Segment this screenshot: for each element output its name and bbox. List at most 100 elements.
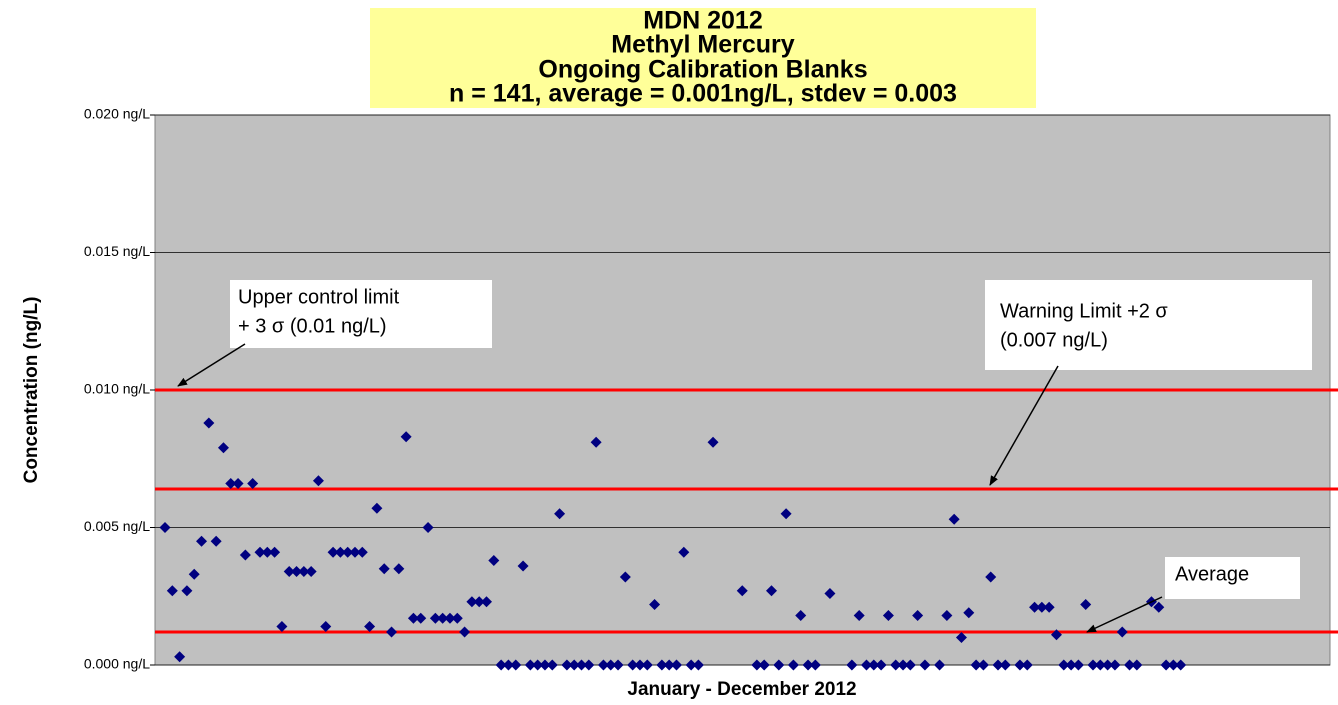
point — [166, 585, 178, 597]
point — [758, 659, 770, 671]
point — [554, 508, 566, 520]
point — [890, 659, 902, 671]
point — [225, 478, 237, 489]
point — [576, 659, 588, 671]
point — [312, 475, 324, 487]
point — [583, 659, 595, 671]
point — [619, 571, 631, 583]
point — [692, 659, 704, 671]
y-tick-label: 0.005 ng/L — [84, 518, 150, 534]
point — [539, 659, 551, 671]
point — [174, 651, 186, 663]
point — [291, 566, 303, 577]
point — [795, 610, 807, 621]
point — [671, 659, 682, 671]
point — [356, 546, 368, 558]
reference-lines — [155, 388, 1338, 634]
point — [707, 436, 719, 448]
point — [378, 563, 390, 575]
point — [853, 610, 865, 621]
point — [882, 610, 894, 621]
y-tick-label: 0.010 ng/L — [84, 381, 150, 397]
point — [517, 560, 529, 572]
point — [217, 442, 229, 454]
point — [364, 621, 376, 632]
point — [663, 659, 675, 671]
point — [459, 626, 471, 638]
point — [809, 659, 821, 671]
point — [386, 626, 398, 638]
point — [590, 436, 602, 448]
point — [1116, 626, 1128, 638]
point — [481, 596, 493, 608]
point — [371, 502, 383, 514]
chart-title: Methyl Mercury — [611, 31, 794, 59]
point — [1131, 659, 1143, 671]
point — [992, 659, 1004, 671]
point — [444, 612, 456, 624]
point — [495, 659, 507, 671]
point — [451, 612, 463, 624]
point — [1043, 601, 1055, 613]
point — [349, 546, 361, 558]
point — [342, 546, 354, 558]
chart-title: Ongoing Calibration Blanks — [538, 56, 867, 84]
point — [269, 546, 281, 558]
point — [203, 417, 215, 429]
point — [897, 659, 909, 671]
point — [685, 659, 697, 671]
point — [875, 659, 887, 671]
arrow — [1086, 596, 1163, 633]
annotation-text: Upper control limit — [238, 286, 400, 308]
point — [1124, 659, 1136, 671]
point — [1029, 601, 1041, 613]
point — [736, 585, 748, 597]
point — [298, 566, 310, 577]
annotation-text: + 3 σ (0.01 ng/L) — [238, 315, 387, 337]
point — [597, 659, 609, 671]
point — [963, 607, 975, 619]
point — [407, 612, 419, 624]
point — [283, 566, 295, 577]
point — [261, 546, 273, 558]
point — [415, 612, 427, 624]
y-tick-label: 0.015 ng/L — [84, 243, 150, 259]
point — [948, 513, 960, 525]
point — [466, 596, 478, 608]
annotation-text: (0.007 ng/L) — [1000, 329, 1108, 351]
point — [1167, 659, 1179, 671]
point — [904, 659, 916, 671]
point — [1065, 659, 1077, 671]
point — [934, 659, 946, 671]
point — [627, 659, 639, 671]
annotation-text: Warning Limit +2 σ — [1000, 300, 1168, 322]
point — [254, 546, 266, 558]
point — [919, 659, 931, 671]
point — [437, 612, 449, 624]
point — [985, 571, 997, 583]
point — [612, 659, 624, 671]
y-axis-label: Concentration (ng/L) — [21, 297, 42, 484]
point — [970, 659, 982, 671]
point — [1058, 659, 1070, 671]
point — [1175, 659, 1187, 671]
annotation-box — [985, 280, 1312, 370]
point — [1094, 659, 1106, 671]
point — [955, 632, 967, 643]
point — [393, 563, 405, 575]
chart-title: n = 141, average = 0.001ng/L, stdev = 0.… — [449, 80, 957, 108]
arrow — [989, 365, 1059, 486]
point — [977, 659, 989, 671]
grid: 0.000 ng/L 0.005 ng/L 0.010 ng/L 0.015 ng/L… — [84, 106, 1330, 672]
point — [181, 585, 193, 597]
arrow — [177, 343, 246, 387]
point — [1153, 601, 1165, 613]
point — [641, 659, 653, 671]
point — [524, 659, 536, 671]
point — [561, 659, 573, 671]
point — [1072, 659, 1084, 671]
point — [1021, 659, 1033, 671]
annotation-box — [1165, 557, 1300, 599]
